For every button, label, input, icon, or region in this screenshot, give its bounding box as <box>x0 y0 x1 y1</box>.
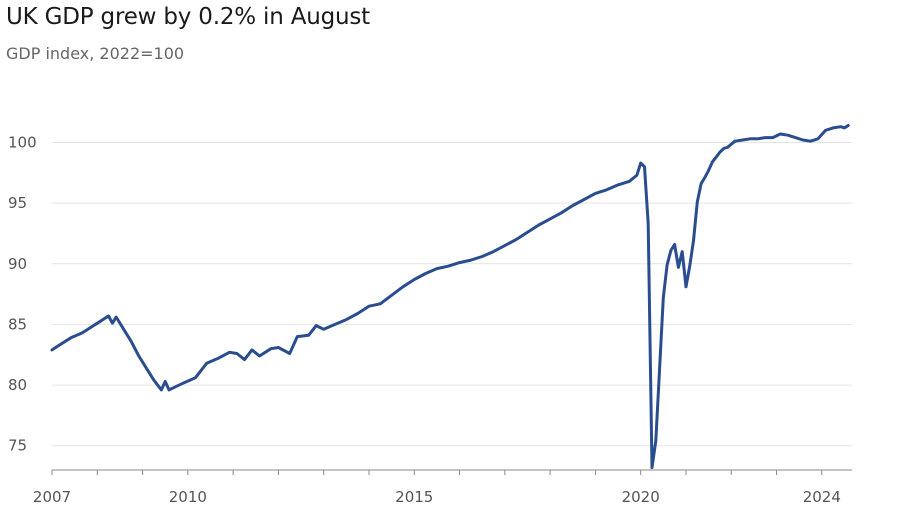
x-axis: 2007 2010 2015 2020 2024 <box>33 469 852 506</box>
y-tick-label-90: 90 <box>8 255 27 273</box>
x-tick-label-2007: 2007 <box>33 488 71 506</box>
y-tick-label-95: 95 <box>8 194 27 212</box>
chart-title: UK GDP grew by 0.2% in August <box>6 4 370 30</box>
gridlines <box>52 141 852 447</box>
y-tick-label-80: 80 <box>8 376 27 394</box>
series-layer <box>50 124 850 470</box>
y-axis-labels: 75 80 85 90 95 100 <box>8 133 37 454</box>
y-tick-label-85: 85 <box>8 315 27 333</box>
chart-subtitle: GDP index, 2022=100 <box>6 44 185 63</box>
x-tick-label-2015: 2015 <box>395 488 433 506</box>
y-tick-label-100: 100 <box>8 133 37 151</box>
y-tick-label-75: 75 <box>8 437 27 455</box>
x-tick-label-2024: 2024 <box>803 488 841 506</box>
x-tick-label-2020: 2020 <box>622 488 660 506</box>
x-tick-label-2010: 2010 <box>169 488 207 506</box>
series-line-0 <box>50 124 850 470</box>
